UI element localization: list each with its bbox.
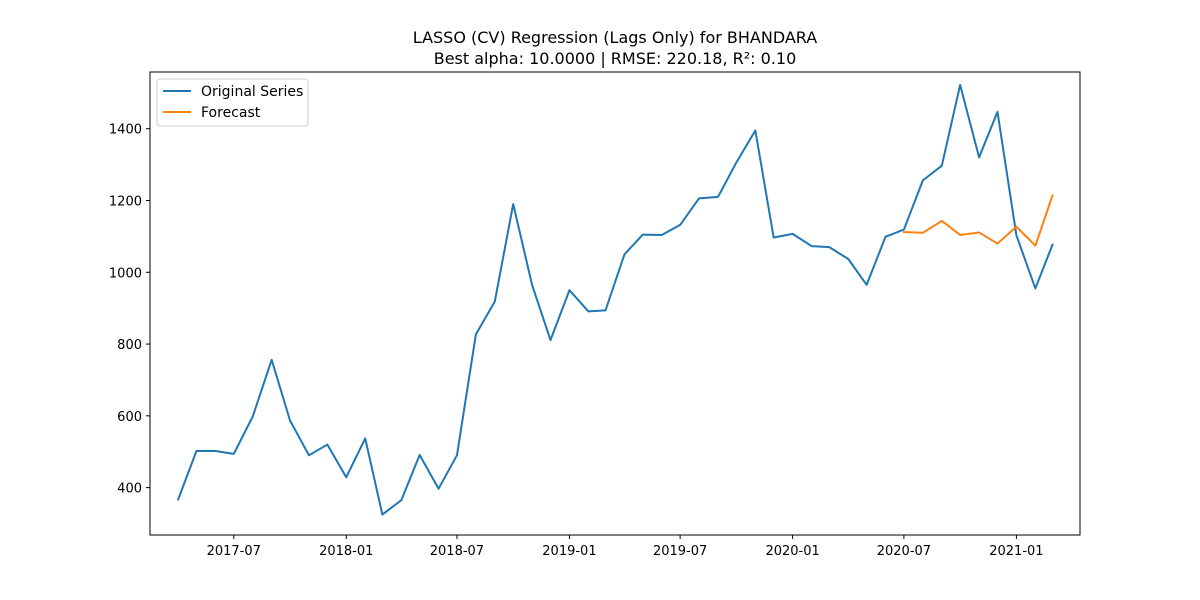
x-tick-label: 2021-01 (989, 544, 1043, 559)
x-tick-label: 2019-07 (653, 544, 707, 559)
series-line-0 (176, 83, 1054, 516)
plot-frame (149, 71, 1081, 536)
x-tick-label: 2020-01 (765, 544, 819, 559)
legend: Original Series Forecast (156, 78, 309, 127)
x-tick-label: 2017-07 (207, 544, 261, 559)
series-line-1 (902, 194, 1054, 247)
y-tick-label: 600 (117, 410, 142, 425)
x-tick-label: 2018-07 (430, 544, 484, 559)
legend-label-1: Forecast (201, 105, 261, 121)
y-tick-label: 400 (117, 482, 142, 497)
y-tick-label: 1000 (109, 266, 142, 281)
legend-box (156, 78, 309, 127)
legend-label-0: Original Series (201, 84, 303, 100)
y-tick-label: 800 (117, 338, 142, 353)
x-tick-label: 2019-01 (542, 544, 596, 559)
y-tick-label: 1200 (109, 194, 142, 209)
y-tick-label: 1400 (109, 123, 142, 138)
chart-subtitle: Best alpha: 10.0000 | RMSE: 220.18, R²: … (434, 49, 797, 68)
plot-area: 400 600 800 1000 1200 1400 2017-07 2018-01 2018-… (109, 71, 1081, 559)
chart-title: LASSO (CV) Regression (Lags Only) for BH… (413, 28, 817, 47)
x-tick-label: 2020-07 (877, 544, 931, 559)
x-tick-label: 2018-01 (319, 544, 373, 559)
